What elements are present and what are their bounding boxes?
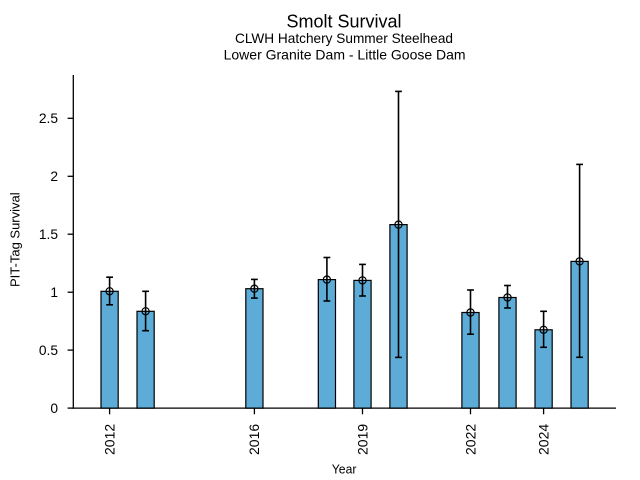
svg-text:2016: 2016 bbox=[246, 424, 262, 455]
svg-text:CLWH Hatchery Summer Steelhead: CLWH Hatchery Summer Steelhead bbox=[235, 30, 453, 46]
svg-text:0: 0 bbox=[50, 401, 58, 416]
svg-text:Year: Year bbox=[332, 462, 357, 477]
svg-text:2019: 2019 bbox=[354, 424, 370, 455]
svg-text:2012: 2012 bbox=[101, 424, 117, 455]
svg-text:1.5: 1.5 bbox=[39, 227, 59, 242]
svg-text:2024: 2024 bbox=[535, 424, 551, 455]
svg-text:Smolt Survival: Smolt Survival bbox=[286, 11, 401, 31]
svg-text:Lower Granite Dam - Little Goo: Lower Granite Dam - Little Goose Dam bbox=[224, 46, 466, 62]
svg-text:1: 1 bbox=[50, 285, 58, 300]
svg-text:2: 2 bbox=[50, 169, 58, 184]
svg-text:0.5: 0.5 bbox=[39, 343, 59, 358]
svg-text:2022: 2022 bbox=[462, 424, 478, 455]
svg-text:2.5: 2.5 bbox=[39, 111, 59, 126]
svg-text:PIT-Tag Survival: PIT-Tag Survival bbox=[7, 192, 22, 287]
